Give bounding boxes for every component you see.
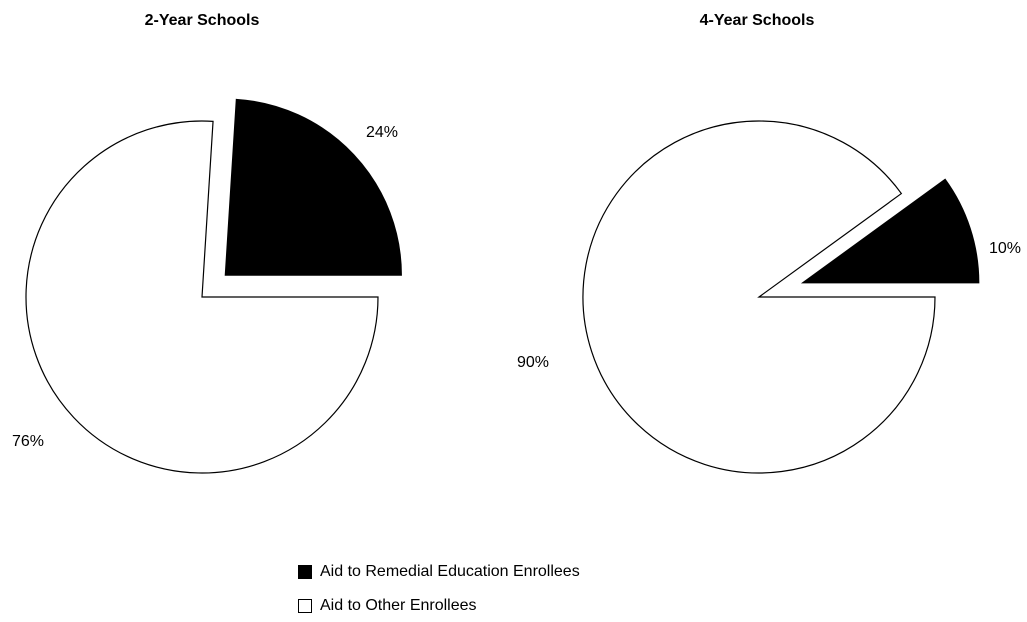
pie-slice-remedial xyxy=(800,178,980,284)
pie-chart-1: 10% 90% xyxy=(517,120,1021,474)
chart-title-2-year: 2-Year Schools xyxy=(144,12,260,29)
legend-item-other: Aid to Other Enrollees xyxy=(298,597,477,615)
legend-swatch-other xyxy=(298,599,312,613)
legend-label-remedial: Aid to Remedial Education Enrollees xyxy=(320,563,580,580)
legend-item-remedial: Aid to Remedial Education Enrollees xyxy=(298,563,580,581)
pie-slice-other xyxy=(25,120,379,474)
pie-slice-other xyxy=(582,120,936,474)
slice-label-remedial: 10% xyxy=(989,240,1021,257)
slice-label-other: 76% xyxy=(12,433,44,450)
legend-label-other: Aid to Other Enrollees xyxy=(320,597,477,614)
slice-label-remedial: 24% xyxy=(366,124,398,141)
pie-chart-0: 24% 76% xyxy=(12,98,402,474)
slice-label-other: 90% xyxy=(517,354,549,371)
legend-swatch-remedial xyxy=(298,565,312,579)
chart-title-4-year: 4-Year Schools xyxy=(699,12,815,29)
pie-slice-remedial xyxy=(224,98,402,276)
